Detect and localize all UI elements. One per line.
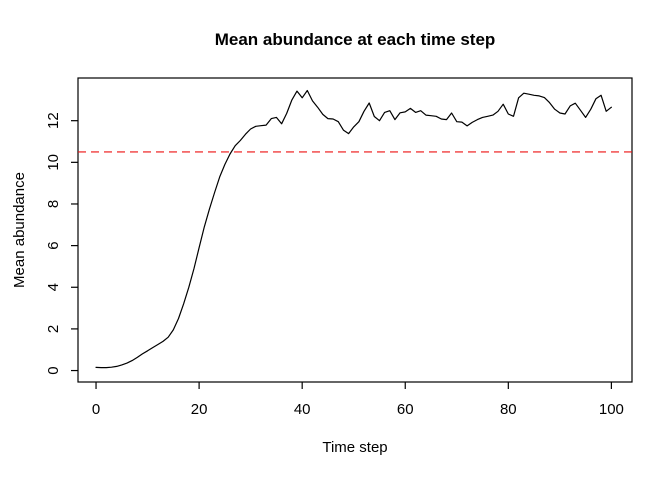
plot-border <box>77 77 633 383</box>
y-tick-label: 10 <box>45 154 62 171</box>
y-tick-label: 2 <box>45 325 62 333</box>
x-tick-label: 100 <box>599 401 624 418</box>
y-tick-label: 0 <box>45 366 62 374</box>
y-tick-label: 4 <box>45 283 62 291</box>
y-tick-label: 6 <box>45 241 62 249</box>
x-tick-label: 20 <box>191 401 208 418</box>
abundance-line <box>95 89 613 369</box>
y-axis-label: Mean abundance <box>11 172 28 288</box>
chart-title: Mean abundance at each time step <box>215 30 496 49</box>
x-tick-label: 0 <box>92 401 100 418</box>
plot-area <box>78 89 632 369</box>
axis-ticks: 0 20 40 60 80 100 0 2 4 6 8 10 12 <box>45 112 624 418</box>
y-tick-label: 8 <box>45 200 62 208</box>
y-tick-label: 12 <box>45 112 62 129</box>
x-tick-label: 40 <box>294 401 311 418</box>
x-tick-label: 60 <box>397 401 414 418</box>
x-tick-label: 80 <box>500 401 517 418</box>
x-axis-label: Time step <box>322 439 387 456</box>
